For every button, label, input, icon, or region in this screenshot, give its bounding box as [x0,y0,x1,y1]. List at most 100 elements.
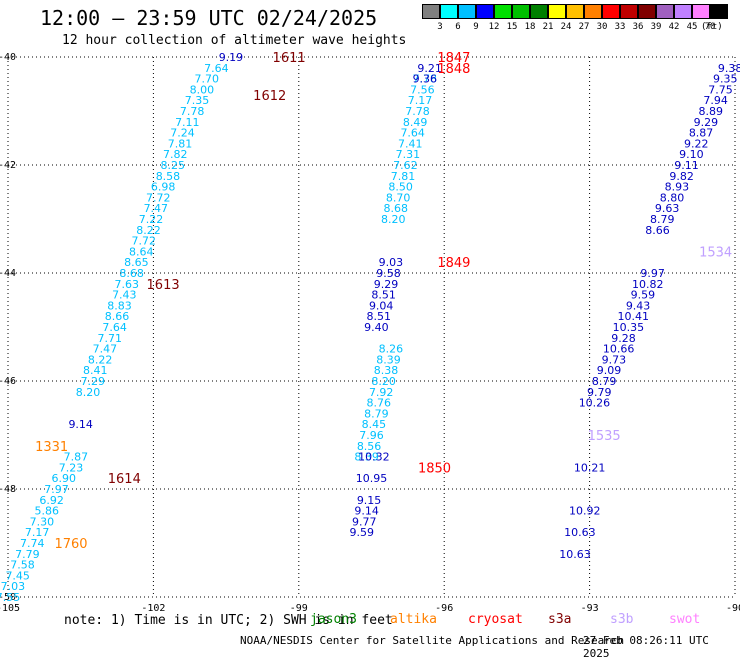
wave-height-value: 7.72 [146,191,171,204]
legend-swatch [584,4,602,19]
pass-number-label: 1760 [54,537,87,552]
wave-height-value: 8.22 [136,224,161,237]
wave-height-value: 10.41 [617,310,649,323]
wave-height-value: 10.66 [603,343,635,356]
satellite-swot: swot [669,612,701,627]
wave-height-value: 7.47 [144,202,169,215]
legend-label: 9 [473,22,479,32]
wave-height-value: 8.39 [376,353,401,366]
legend-swatch [476,4,494,19]
wave-height-value: 8.66 [645,224,670,237]
wave-height-value: 7.03 [1,580,26,593]
wave-height-value: 9.19 [219,51,244,64]
wave-height-value: 8.51 [371,289,396,302]
wave-height-value: 8.25 [161,159,186,172]
wave-height-value: 10.32 [358,451,390,464]
wave-height-value: 7.71 [98,332,123,345]
wave-height-value: 8.20 [371,375,396,388]
wave-height-value: 7.64 [204,62,229,75]
wave-height-value: 7.56 [410,83,435,96]
wave-height-value: 10.95 [356,472,388,485]
credit-text: NOAA/NESDIS Center for Satellite Applica… [240,634,625,647]
wave-height-value: 7.92 [369,386,394,399]
wave-height-value: 8.89 [699,105,724,118]
x-tick-label: -99 [290,603,308,614]
y-tick-label: -50 [0,592,16,603]
wave-height-value: 10.21 [574,461,606,474]
legend-label: 30 [596,22,608,32]
x-tick-label: -93 [581,603,599,614]
wave-height-value: 10.63 [564,526,596,539]
y-tick-label: -48 [0,484,16,495]
y-tick-label: -42 [0,160,16,171]
satellite-s3a: s3a [548,612,572,627]
wave-height-value: 8.76 [367,397,392,410]
wave-height-value: 9.40 [364,321,389,334]
legend-swatch [566,4,584,19]
wave-height-value: 7.96 [359,429,384,442]
wave-height-value: 8.68 [383,202,408,215]
legend-swatch [458,4,476,19]
wave-height-value: 8.50 [388,181,413,194]
legend-swatch [674,4,692,19]
wave-height-value: 9.35 [713,73,738,86]
legend-label: 15 [506,22,518,32]
wave-height-value: 7.72 [131,235,156,248]
wave-height-value: 10.82 [632,278,664,291]
chart-subtitle: 12 hour collection of altimeter wave hei… [62,33,407,48]
legend-swatch [548,4,566,19]
pass-number-label: 1849 [437,256,470,271]
legend-swatch [620,4,638,19]
legend-swatch [530,4,548,19]
wave-height-value: 8.49 [403,116,428,129]
wave-height-value: 9.03 [379,256,404,269]
legend-swatch [710,4,728,19]
wave-height-value: 9.22 [684,137,709,150]
wave-height-value: 7.47 [93,343,118,356]
wave-height-value: 9.77 [352,515,377,528]
x-tick-label: -105 [0,603,20,614]
wave-height-value: 9.36 [413,73,438,86]
legend-label: 18 [524,22,536,32]
wave-height-value: 7.81 [168,137,193,150]
wave-height-value: 8.41 [83,364,108,377]
wave-height-value: 9.79 [587,386,612,399]
wave-height-value: 8.22 [88,353,113,366]
wave-height-value: 8.65 [124,256,149,269]
pass-number-label: 1848 [437,62,470,77]
wave-height-value: 9.97 [640,267,665,280]
wave-height-value: 8.83 [107,299,132,312]
wave-height-value: 8.26 [379,343,404,356]
wave-height-value: 9.21 [417,62,442,75]
legend-label: 45 [686,22,698,32]
wave-height-value: 9.11 [674,159,699,172]
wave-height-value: 7.74 [20,537,45,550]
legend-label: 21 [542,22,554,32]
wave-height-value: 9.59 [631,289,656,302]
wave-height-value: 8.45 [362,418,387,431]
wave-height-value: 6.90 [51,472,76,485]
wave-height-value: 8.51 [367,310,392,323]
wave-height-value: 9.15 [357,494,382,507]
x-tick-label: -90 [726,603,740,614]
pass-number-label: 1535 [588,429,621,444]
legend-label: 3 [437,22,443,32]
wave-height-value: 6.98 [151,181,176,194]
legend-unit: (ft) [701,22,723,32]
wave-height-value: 7.64 [102,321,127,334]
wave-height-value: 9.58 [376,267,401,280]
wave-height-value: 7.17 [408,94,433,107]
legend-swatch [692,4,710,19]
wave-height-value: 7.62 [393,159,418,172]
wave-height-value: 8.58 [156,170,181,183]
legend-label: 27 [578,22,590,32]
wave-height-value: 8.20 [76,386,101,399]
wave-height-value: 7.78 [405,105,430,118]
wave-height-value: 7.79 [15,548,40,561]
pass-number-label: 1331 [35,440,68,455]
wave-height-value: 9.73 [602,353,627,366]
wave-height-value: 7.87 [64,451,89,464]
wave-height-value: 8.56 [357,440,382,453]
legend-label: 24 [560,22,572,32]
wave-height-value: 9.38 [718,62,740,75]
